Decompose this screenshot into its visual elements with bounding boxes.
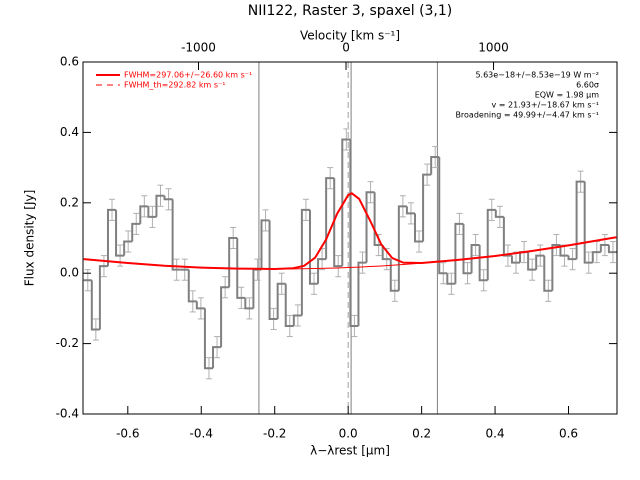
x-tick-label: 0.2	[412, 427, 431, 441]
spectrum-step	[599, 244, 609, 253]
y-tick-label: 0.0	[60, 266, 79, 280]
y-tick-label: 0.4	[60, 125, 79, 139]
spectrum-step	[284, 283, 294, 327]
spectrum-step	[228, 237, 238, 288]
spectrum-step	[389, 259, 399, 292]
spectrum-step	[357, 261, 367, 326]
spectrum-step	[341, 138, 351, 267]
chart-title: NII122, Raster 3, spaxel (3,1)	[248, 3, 453, 19]
spectrum-step	[381, 245, 391, 261]
spectrum-step	[607, 245, 617, 254]
spectrum-step	[292, 314, 302, 326]
annotation: 6.60σ	[576, 81, 599, 90]
spectrum-step	[123, 240, 133, 256]
spectrum-step	[349, 139, 359, 327]
spectrum-step	[115, 209, 125, 257]
spectrum-step	[551, 244, 561, 291]
spectrum-step	[268, 220, 278, 320]
spectrum-step	[260, 219, 270, 270]
spectrum-step	[567, 255, 577, 261]
spectrum-step	[591, 251, 601, 263]
x2-tick-label: 1000	[478, 41, 509, 55]
spectrum-step	[559, 245, 569, 257]
spectrum-step	[317, 258, 327, 284]
spectrum-step	[131, 222, 141, 242]
y-tick-label: -0.4	[56, 407, 79, 421]
spectrum-step	[543, 255, 553, 292]
fit-line	[83, 192, 617, 270]
spectrum-step	[106, 208, 117, 267]
spectrum-step	[300, 208, 310, 316]
spectrum-step	[220, 286, 230, 348]
spectrum-step	[195, 301, 205, 310]
annotation: v = 21.93+/−18.67 km s⁻¹	[491, 101, 599, 110]
spectrum-step	[446, 273, 456, 285]
spectrum-step	[462, 223, 472, 275]
plot-frame	[82, 61, 618, 415]
y-tick-label: 0.2	[60, 195, 79, 209]
legend-label: FWHM=297.06+/−26.60 km s⁻¹	[124, 71, 252, 80]
spectrum-step	[276, 282, 286, 319]
y-axis-label: Flux density [Jy]	[23, 190, 37, 287]
annotation: EQW = 1.98 μm	[535, 91, 599, 100]
spectrum-step	[373, 192, 383, 247]
legend-label: FWHM_th=292.82 km s⁻¹	[124, 81, 225, 90]
spectrum-step	[187, 269, 197, 303]
spectrum-step	[494, 209, 504, 218]
spectrum-step	[438, 157, 448, 275]
spectrum-step	[527, 252, 537, 271]
spectrum-step	[575, 180, 585, 260]
spectrum-step	[454, 222, 464, 284]
x-tick-label: -0.4	[190, 427, 213, 441]
spectrum-step	[236, 238, 246, 299]
spectrum-step	[405, 206, 416, 215]
spectrum-step	[365, 191, 375, 263]
spectrum-step	[308, 209, 319, 285]
spectrum-step	[139, 205, 149, 224]
annotation: 5.63e−18+/−8.53e−19 W m⁻²	[475, 71, 599, 80]
x-tick-label: 0.0	[339, 427, 358, 441]
x-axis-label: λ−λrest [μm]	[310, 444, 390, 458]
spectrum-step	[90, 280, 100, 331]
spectrum-step	[98, 265, 108, 330]
spectrum-step	[397, 205, 407, 291]
spectrum-step	[535, 254, 545, 270]
spectrum-step	[147, 206, 157, 218]
x2-tick-label: -1000	[181, 41, 216, 55]
spectrum-step	[470, 244, 480, 274]
spectrum-step	[163, 195, 173, 201]
spectrum-step	[155, 194, 165, 217]
spectrum-step	[430, 156, 440, 175]
spectrum-step	[325, 177, 335, 260]
x-tick-label: -0.2	[263, 427, 286, 441]
spectrum-step	[510, 255, 521, 264]
y-tick-label: -0.2	[56, 336, 79, 350]
x2-tick-label: 0	[342, 41, 350, 55]
spectrum-step	[203, 308, 214, 370]
x-tick-label: -0.6	[116, 427, 139, 441]
spectrum-step	[212, 346, 222, 369]
plot-area	[83, 62, 617, 414]
spectrum-step	[583, 181, 593, 264]
x2-axis-label: Velocity [km s⁻¹]	[300, 29, 400, 43]
spectrum-step	[414, 213, 424, 243]
x-tick-label: 0.4	[486, 427, 505, 441]
spectrum-step	[244, 297, 254, 310]
spectrum-step	[422, 173, 432, 242]
spectrum-step	[171, 199, 181, 271]
x-tick-label: 0.6	[559, 427, 578, 441]
spectrum-step	[333, 178, 343, 268]
y-tick-label: 0.6	[60, 55, 79, 69]
annotation: Broadening = 49.99+/−4.47 km s⁻¹	[455, 111, 599, 120]
